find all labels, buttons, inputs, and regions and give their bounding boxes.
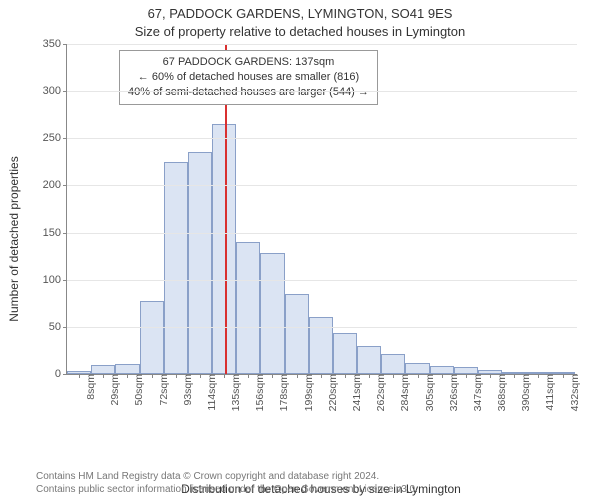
- histogram-bar: [285, 294, 309, 374]
- ytick-label: 250: [43, 132, 67, 144]
- histogram-bar: [333, 333, 357, 374]
- histogram-bar: [115, 364, 139, 374]
- gridline: [67, 280, 577, 281]
- histogram-bar: [381, 354, 405, 374]
- histogram-bar: [454, 367, 478, 374]
- histogram-bar: [357, 346, 381, 374]
- xtick-label: 178sqm: [272, 374, 290, 411]
- gridline: [67, 44, 577, 45]
- page-subtitle: Size of property relative to detached ho…: [0, 24, 600, 39]
- ytick-label: 100: [43, 274, 67, 286]
- xtick-label: 262sqm: [369, 374, 387, 411]
- xtick-label: 93sqm: [176, 374, 194, 406]
- histogram-bar: [164, 162, 188, 374]
- xtick-label: 284sqm: [393, 374, 411, 411]
- chart-container: Number of detached properties 67 PADDOCK…: [24, 44, 584, 434]
- xtick-label: 72sqm: [152, 374, 170, 406]
- gridline: [67, 233, 577, 234]
- page-title: 67, PADDOCK GARDENS, LYMINGTON, SO41 9ES: [0, 6, 600, 21]
- xtick-label: 8sqm: [79, 374, 97, 400]
- xtick-label: 347sqm: [466, 374, 484, 411]
- xtick-label: 199sqm: [297, 374, 315, 411]
- xtick-label: 50sqm: [127, 374, 145, 406]
- histogram-bar: [236, 242, 260, 374]
- xtick-label: 29sqm: [103, 374, 121, 406]
- histogram-bar: [140, 301, 164, 374]
- gridline: [67, 327, 577, 328]
- ytick-label: 0: [55, 368, 67, 380]
- ytick-label: 150: [43, 227, 67, 239]
- xtick-label: 114sqm: [200, 374, 218, 411]
- xtick-label: 305sqm: [418, 374, 436, 411]
- ytick-label: 350: [43, 38, 67, 50]
- histogram-bar: [430, 366, 454, 374]
- legend-line-1: 67 PADDOCK GARDENS: 137sqm: [128, 55, 369, 70]
- ytick-label: 50: [49, 321, 67, 333]
- xtick-label: 326sqm: [442, 374, 460, 411]
- ytick-label: 200: [43, 179, 67, 191]
- xtick-label: 390sqm: [514, 374, 532, 411]
- legend-line-2: ← 60% of detached houses are smaller (81…: [128, 70, 369, 85]
- footer-line-1: Contains HM Land Registry data © Crown c…: [36, 471, 418, 484]
- xtick-label: 411sqm: [538, 374, 556, 411]
- xtick-label: 220sqm: [321, 374, 339, 411]
- footer-line-2: Contains public sector information licen…: [36, 484, 418, 497]
- xtick-label: 368sqm: [490, 374, 508, 411]
- ytick-label: 300: [43, 85, 67, 97]
- xtick-label: 156sqm: [248, 374, 266, 411]
- xtick-label: 241sqm: [345, 374, 363, 411]
- gridline: [67, 138, 577, 139]
- plot-area: 67 PADDOCK GARDENS: 137sqm ← 60% of deta…: [66, 44, 577, 375]
- xtick-label: 135sqm: [224, 374, 242, 411]
- legend-box: 67 PADDOCK GARDENS: 137sqm ← 60% of deta…: [119, 50, 378, 105]
- gridline: [67, 91, 577, 92]
- histogram-bar: [260, 253, 284, 374]
- xtick-label: 432sqm: [563, 374, 581, 411]
- y-axis-label: Number of detached properties: [7, 156, 21, 321]
- histogram-bar: [405, 363, 429, 374]
- gridline: [67, 185, 577, 186]
- footer-attribution: Contains HM Land Registry data © Crown c…: [36, 471, 418, 496]
